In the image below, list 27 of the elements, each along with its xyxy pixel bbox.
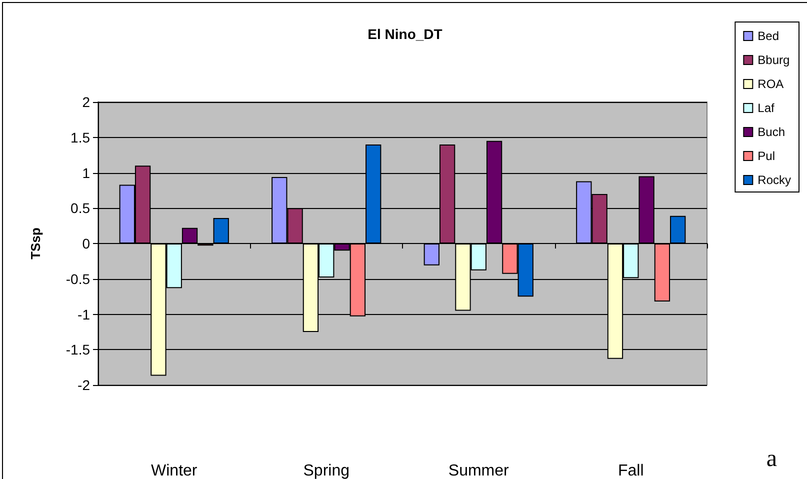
chart-title: El Nino_DT <box>368 26 443 42</box>
bar <box>213 218 229 244</box>
y-tick-label: 2 <box>82 94 90 110</box>
x-tick-label: Spring <box>303 462 350 479</box>
y-axis-title: TSsp <box>28 228 43 260</box>
legend-label: Buch <box>758 125 786 139</box>
x-tick-label: Winter <box>151 462 198 479</box>
y-tick-label: -1.5 <box>66 342 90 358</box>
bar <box>424 244 440 266</box>
legend-label: Rocky <box>758 173 792 187</box>
y-tick-label: -0.5 <box>66 270 90 287</box>
legend-label: Laf <box>758 101 776 115</box>
legend-label: Pul <box>758 149 776 163</box>
legend-label: ROA <box>758 77 784 91</box>
x-tick-label: Summer <box>448 462 510 479</box>
bar <box>670 216 686 244</box>
y-tick-label: -2 <box>78 377 90 393</box>
y-tick-label: 0 <box>82 236 90 252</box>
legend-label: Bed <box>758 29 780 43</box>
y-tick-label: 1 <box>82 164 90 181</box>
x-tick-label: Fall <box>618 462 644 479</box>
y-tick-label: 1.5 <box>70 129 90 146</box>
text: a <box>766 446 778 472</box>
y-tick-label: -1 <box>78 306 90 322</box>
y-tick-label: 0.5 <box>70 200 90 216</box>
bar <box>182 228 198 244</box>
legend-label: Bburg <box>758 53 790 67</box>
